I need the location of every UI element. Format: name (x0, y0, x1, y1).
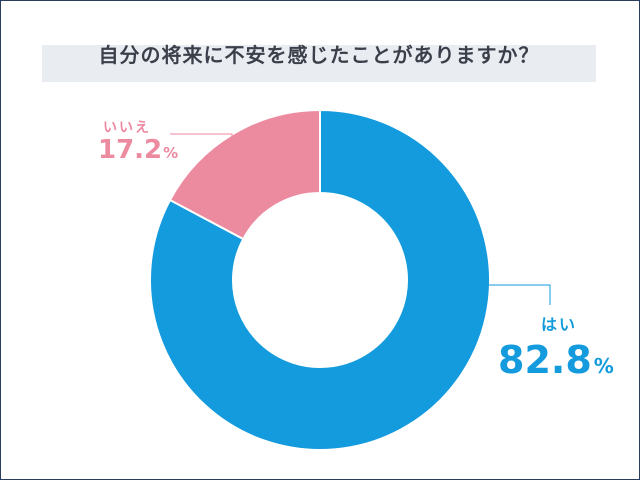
chart-title: 自分の将来に不安を感じたことがありますか？ (98, 43, 540, 67)
slice-yes (149, 108, 491, 451)
slice-no (168, 108, 321, 241)
slice-value-no: 17.2% (98, 135, 179, 165)
title-band (42, 45, 596, 82)
slice-value-yes: 82.8% (498, 338, 614, 382)
leader-line-no (170, 133, 233, 180)
slice-label-no: いいえ (103, 120, 151, 136)
slice-label-yes: はい (541, 315, 578, 334)
leader-line-yes (478, 284, 551, 305)
